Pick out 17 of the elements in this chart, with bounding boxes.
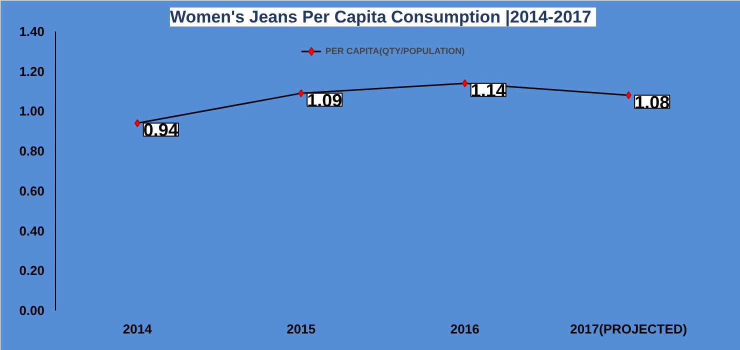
- x-tick-label: 2014: [122, 322, 153, 336]
- x-tick-label: 2016: [450, 322, 480, 336]
- legend-label: PER CAPITA(QTY/POPULATION): [325, 46, 465, 56]
- y-tick-label: 1.20: [19, 64, 45, 79]
- data-label: 1.09: [307, 90, 342, 110]
- y-tick-label: 0.80: [19, 144, 45, 159]
- data-label: 1.08: [634, 92, 670, 112]
- y-tick-label: 1.40: [19, 24, 45, 39]
- x-tick-label: 2015: [286, 322, 316, 336]
- y-tick-label: 0.20: [19, 263, 45, 278]
- y-tick-label: 0.60: [19, 183, 45, 198]
- y-tick-label: 0.40: [19, 223, 45, 238]
- data-label: 0.94: [143, 120, 178, 140]
- y-tick-label: 1.00: [19, 104, 45, 119]
- y-tick-label: 0.00: [19, 303, 45, 318]
- x-tick-label: 2017(PROJECTED): [570, 322, 688, 336]
- chart-title: Women's Jeans Per Capita Consumption |2014-2017: [170, 8, 592, 26]
